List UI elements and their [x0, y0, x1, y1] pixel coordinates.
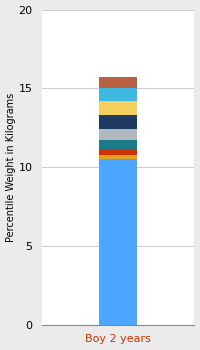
Bar: [99, 115, 137, 129]
Bar: [99, 77, 137, 88]
Bar: [99, 101, 137, 115]
Y-axis label: Percentile Weight in Kilograms: Percentile Weight in Kilograms: [6, 92, 16, 242]
Bar: [99, 155, 137, 159]
Bar: [99, 88, 137, 101]
Bar: [99, 140, 137, 150]
Bar: [99, 150, 137, 155]
Bar: [99, 159, 137, 325]
Bar: [99, 129, 137, 140]
